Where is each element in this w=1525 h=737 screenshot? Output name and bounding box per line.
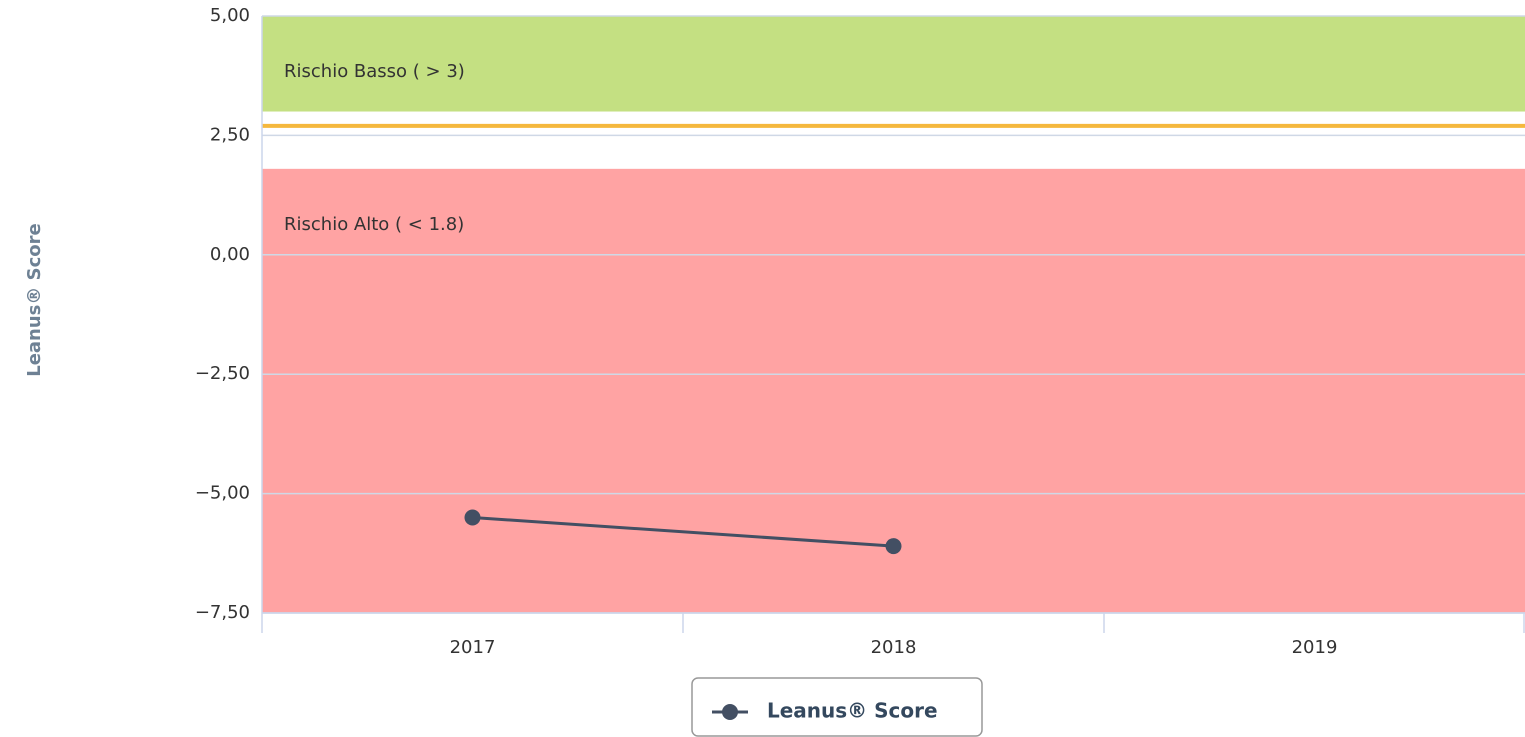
plot-band-label: Rischio Basso ( > 3) (284, 61, 465, 82)
x-tick-label: 2019 (1292, 637, 1338, 658)
legend-label[interactable]: Leanus® Score (767, 699, 938, 723)
y-tick-label: −5,00 (195, 483, 250, 504)
x-tick-label: 2017 (450, 637, 496, 658)
y-tick-label: −7,50 (195, 602, 250, 623)
plot-band (262, 16, 1525, 112)
plot-band-label: Rischio Alto ( < 1.8) (284, 214, 464, 235)
y-tick-label: 0,00 (210, 244, 250, 265)
y-tick-label: 2,50 (210, 124, 250, 145)
legend-box (691, 677, 983, 737)
x-tick-label: 2018 (871, 637, 917, 658)
point (885, 538, 902, 555)
y-tick-label: 5,00 (210, 5, 250, 26)
y-axis-title: Leanus® Score (24, 223, 45, 377)
legend-symbol (722, 704, 738, 720)
series-line (472, 515, 894, 548)
point (464, 509, 481, 526)
y-tick-label: −2,50 (195, 363, 250, 384)
